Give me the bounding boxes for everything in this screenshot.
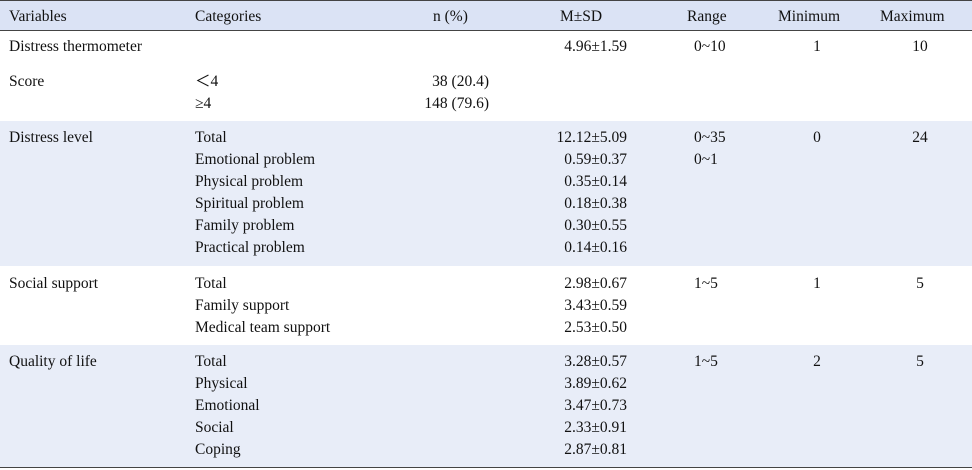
msd-item: 0.35±0.14 bbox=[564, 173, 627, 190]
msd-item: 2.33±0.91 bbox=[564, 419, 627, 436]
minimum-social-support: 1 bbox=[813, 275, 821, 292]
header-categories: Categories bbox=[195, 8, 262, 25]
category-item: Emotional bbox=[195, 397, 260, 414]
msd-item: 3.47±0.73 bbox=[564, 397, 627, 414]
category-score-ge4: ≥4 bbox=[195, 95, 212, 112]
variable-distress-level: Distress level bbox=[9, 129, 93, 146]
msd-item: 12.12±5.09 bbox=[556, 129, 627, 146]
maximum-distress-level: 24 bbox=[912, 129, 928, 146]
category-item: Physical problem bbox=[195, 173, 304, 190]
variable-social-support: Social support bbox=[9, 275, 99, 292]
msd-item: 2.87±0.81 bbox=[564, 441, 627, 458]
categories-quality-of-life: Total Physical Emotional Social Coping bbox=[195, 351, 260, 461]
category-item: Emotional problem bbox=[195, 151, 316, 168]
msd-item: 3.89±0.62 bbox=[564, 375, 627, 392]
msd-item: 0.30±0.55 bbox=[564, 217, 627, 234]
minimum-quality-of-life: 2 bbox=[813, 353, 821, 370]
n-score-ge4: 148 (79.6) bbox=[424, 95, 489, 112]
msd-item: 3.28±0.57 bbox=[564, 353, 627, 370]
category-item: Family support bbox=[195, 297, 290, 314]
categories-distress-level: Total Emotional problem Physical problem… bbox=[195, 127, 315, 259]
range-distress-level: 0~35 0~1 bbox=[694, 127, 726, 171]
table-bottom-rule bbox=[0, 467, 972, 468]
header-maximum: Maximum bbox=[880, 8, 945, 25]
msd-item: 3.43±0.59 bbox=[564, 297, 627, 314]
header-n-pct: n (%) bbox=[433, 8, 468, 25]
msd-item: 0.18±0.38 bbox=[564, 195, 627, 212]
category-item: Total bbox=[195, 129, 227, 146]
header-minimum: Minimum bbox=[778, 8, 841, 25]
msd-item: 2.98±0.67 bbox=[564, 275, 627, 292]
msd-quality-of-life: 3.28±0.57 3.89±0.62 3.47±0.73 2.33±0.91 … bbox=[564, 351, 627, 461]
category-score-lt4: ＜4 bbox=[195, 73, 219, 90]
msd-item: 0.59±0.37 bbox=[564, 151, 627, 168]
msd-social-support: 2.98±0.67 3.43±0.59 2.53±0.50 bbox=[564, 273, 627, 339]
variable-score: Score bbox=[9, 73, 45, 90]
variable-quality-of-life: Quality of life bbox=[9, 353, 97, 370]
band-distress-level bbox=[0, 121, 972, 266]
variable-distress-thermometer: Distress thermometer bbox=[9, 38, 143, 55]
msd-distress-level: 12.12±5.09 0.59±0.37 0.35±0.14 0.18±0.38… bbox=[556, 127, 627, 259]
msd-item: 2.53±0.50 bbox=[564, 319, 627, 336]
category-item: Medical team support bbox=[195, 319, 331, 336]
range-item: 0~1 bbox=[694, 151, 718, 168]
table-header-row: Variables Categories n (%) M±SD Range Mi… bbox=[0, 0, 972, 31]
range-social-support: 1~5 bbox=[694, 275, 718, 292]
maximum-social-support: 5 bbox=[916, 275, 924, 292]
minimum-distress-level: 0 bbox=[813, 129, 821, 146]
header-range: Range bbox=[687, 8, 727, 25]
header-msd: M±SD bbox=[560, 8, 603, 25]
header-variables: Variables bbox=[9, 8, 67, 25]
category-item: Family problem bbox=[195, 217, 295, 234]
range-item: 0~35 bbox=[694, 129, 726, 146]
msd-distress-thermometer: 4.96±1.59 bbox=[564, 38, 627, 55]
category-item: Total bbox=[195, 353, 227, 370]
maximum-distress-thermometer: 10 bbox=[912, 38, 928, 55]
range-quality-of-life: 1~5 bbox=[694, 353, 718, 370]
category-item: Coping bbox=[195, 441, 241, 458]
category-item: Social bbox=[195, 419, 234, 436]
category-item: Total bbox=[195, 275, 227, 292]
categories-social-support: Total Family support Medical team suppor… bbox=[195, 273, 330, 339]
category-item: Practical problem bbox=[195, 239, 305, 256]
range-distress-thermometer: 0~10 bbox=[694, 38, 726, 55]
category-item: Spiritual problem bbox=[195, 195, 304, 212]
band-quality-of-life bbox=[0, 345, 972, 467]
category-item: Physical bbox=[195, 375, 248, 392]
maximum-quality-of-life: 5 bbox=[916, 353, 924, 370]
minimum-distress-thermometer: 1 bbox=[813, 38, 821, 55]
n-score-lt4: 38 (20.4) bbox=[432, 73, 489, 90]
msd-item: 0.14±0.16 bbox=[564, 239, 627, 256]
